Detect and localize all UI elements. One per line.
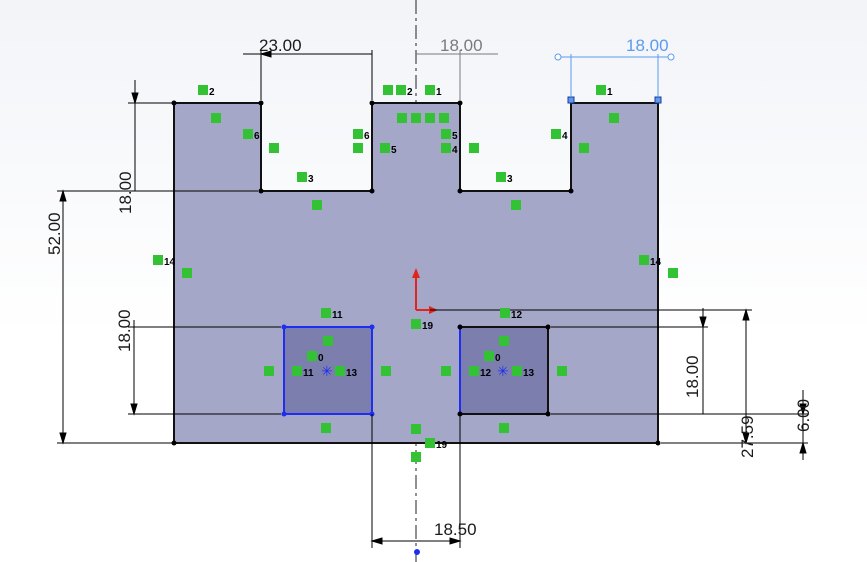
vertical-relation-icon[interactable] [557, 366, 567, 376]
dimension-total-height[interactable] [57, 189, 174, 445]
equal-relation-icon[interactable]: 11 [321, 308, 343, 321]
equal-relation-icon[interactable]: 6 [243, 129, 260, 142]
svg-text:3: 3 [507, 174, 513, 185]
horizontal-relation-icon[interactable] [321, 423, 331, 433]
horizontal-relation-icon[interactable] [609, 113, 619, 123]
equal-relation-icon[interactable]: 2 [198, 85, 215, 98]
vertical-relation-icon[interactable] [381, 366, 391, 376]
svg-text:11: 11 [303, 368, 314, 379]
dim-text-27[interactable]: 27.59 [738, 415, 757, 458]
svg-text:0: 0 [318, 353, 324, 364]
vertical-relation-icon[interactable]: 19 [425, 438, 448, 451]
dim-text-18-50[interactable]: 18.50 [434, 520, 477, 539]
vertical-relation-icon[interactable] [353, 143, 363, 153]
equal-relation-icon[interactable]: 14 [153, 255, 176, 268]
svg-text:6: 6 [254, 131, 260, 142]
dim-text-6[interactable]: 6.00 [794, 399, 813, 432]
dim-text-18-center[interactable]: 18.00 [440, 36, 483, 55]
svg-text:1: 1 [607, 87, 613, 98]
vertical-relation-icon[interactable] [441, 366, 451, 376]
svg-text:13: 13 [346, 368, 358, 379]
dimension-notch-center[interactable] [416, 50, 498, 100]
equal-relation-icon[interactable]: 2 [396, 85, 413, 98]
dim-text-pocket-left[interactable]: 18.00 [115, 309, 134, 352]
horizontal-relation-icon[interactable] [312, 200, 322, 210]
equal-relation-icon[interactable]: 12 [469, 366, 492, 379]
coincident-icon[interactable] [383, 85, 393, 95]
vertical-relation-icon[interactable]: 19 [411, 319, 434, 332]
horizontal-relation-icon[interactable] [323, 336, 333, 346]
relations-layer: 2 2 1 1 6 6 5 4 5 4 3 3 14 14 11 12 19 [153, 85, 678, 462]
equal-relation-icon[interactable]: 5 [441, 129, 458, 142]
svg-text:5: 5 [452, 131, 458, 142]
vertical-relation-icon[interactable] [269, 143, 279, 153]
svg-text:13: 13 [523, 368, 535, 379]
svg-text:4: 4 [452, 145, 458, 156]
equal-relation-icon[interactable]: 4 [441, 143, 458, 156]
svg-text:6: 6 [364, 131, 370, 142]
equal-relation-icon[interactable]: 1 [596, 85, 613, 98]
svg-text:19: 19 [436, 440, 448, 451]
horizontal-relation-icon[interactable] [499, 336, 509, 346]
vertices [171, 100, 661, 446]
equal-relation-icon[interactable]: 1 [425, 85, 442, 98]
dimension-pocket-right[interactable] [430, 308, 808, 415]
svg-text:4: 4 [562, 131, 568, 142]
svg-text:2: 2 [407, 87, 413, 98]
equal-relation-icon[interactable]: 13 [512, 366, 535, 379]
dim-text-23[interactable]: 23.00 [259, 36, 302, 55]
svg-text:14: 14 [650, 257, 662, 268]
vertical-relation-icon[interactable] [668, 268, 678, 278]
dimension-pocket-gap[interactable] [370, 414, 462, 548]
vertical-relation-icon[interactable] [397, 113, 407, 123]
coincident-icon[interactable] [411, 424, 421, 434]
svg-text:19: 19 [422, 321, 434, 332]
horizontal-relation-icon[interactable] [411, 113, 421, 123]
horizontal-relation-icon[interactable] [411, 452, 421, 462]
horizontal-relation-icon[interactable] [211, 113, 221, 123]
vertical-relation-icon[interactable] [264, 366, 274, 376]
dimension-pocket-offset[interactable] [661, 308, 808, 445]
vertical-relation-icon[interactable] [579, 143, 589, 153]
dimension-notch-left[interactable] [243, 50, 373, 100]
equal-relation-icon[interactable]: 6 [353, 129, 370, 142]
fix-relation-icon[interactable]: 0 [307, 351, 324, 364]
equal-relation-icon[interactable]: 12 [500, 308, 523, 321]
svg-text:14: 14 [164, 257, 176, 268]
equal-relation-icon[interactable]: 3 [496, 172, 513, 185]
horizontal-relation-icon[interactable] [499, 423, 509, 433]
dimension-pocket-left[interactable] [128, 320, 281, 416]
svg-text:12: 12 [480, 368, 492, 379]
dimension-notch-right[interactable] [554, 53, 675, 97]
dimension-pocket-bottom[interactable] [799, 390, 807, 460]
svg-text:5: 5 [391, 145, 397, 156]
fix-relation-icon[interactable]: 0 [484, 351, 501, 364]
dimension-notch-depth[interactable] [128, 80, 258, 192]
svg-text:1: 1 [436, 87, 442, 98]
dim-text-18-right[interactable]: 18.00 [626, 36, 669, 55]
vertical-relation-icon[interactable] [469, 143, 479, 153]
dim-text-52[interactable]: 52.00 [45, 212, 64, 255]
horizontal-relation-icon[interactable] [511, 200, 521, 210]
equal-relation-icon[interactable]: 11 [292, 366, 314, 379]
center-point-icon[interactable]: ✳ [321, 363, 333, 379]
svg-text:12: 12 [511, 310, 523, 321]
vertical-relation-icon[interactable] [182, 268, 192, 278]
svg-text:3: 3 [308, 174, 314, 185]
equal-relation-icon[interactable]: 5 [380, 143, 397, 156]
coincident-icon[interactable] [439, 113, 449, 123]
equal-relation-icon[interactable]: 14 [639, 255, 662, 268]
svg-text:2: 2 [209, 87, 215, 98]
equal-relation-icon[interactable]: 13 [335, 366, 358, 379]
dim-text-pocket-right[interactable]: 18.00 [683, 355, 702, 398]
dim-text-depth[interactable]: 18.00 [116, 171, 135, 214]
equal-relation-icon[interactable]: 4 [551, 129, 568, 142]
coincident-icon[interactable] [425, 113, 435, 123]
svg-text:11: 11 [332, 310, 343, 321]
equal-relation-icon[interactable]: 3 [297, 172, 314, 185]
svg-text:0: 0 [495, 353, 501, 364]
center-point-icon[interactable]: ✳ [497, 363, 509, 379]
